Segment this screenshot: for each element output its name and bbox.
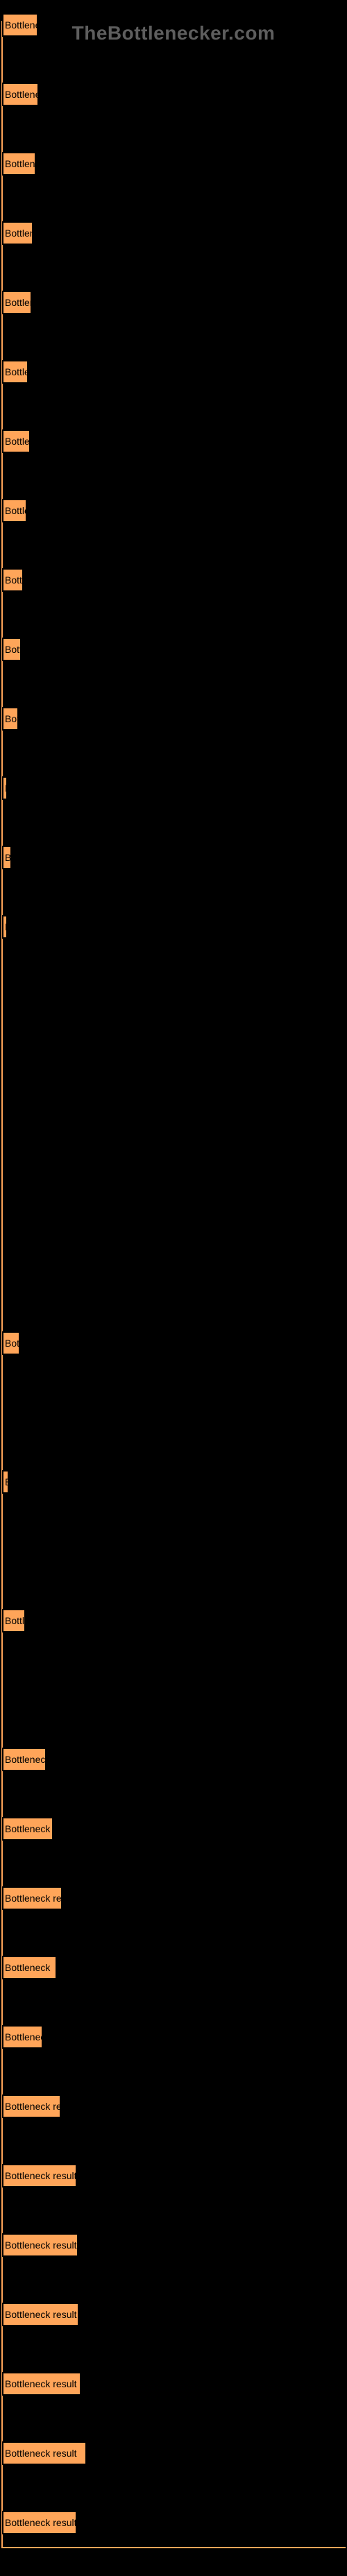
x-axis bbox=[1, 2547, 346, 2548]
bar: Bottleneck bbox=[2, 846, 12, 869]
bar: Bottleneck bbox=[2, 499, 27, 522]
bar-label: Bottleneck bbox=[3, 852, 12, 863]
bar-label: Bottleneck bbox=[3, 783, 8, 794]
bar-label: Bottleneck result bbox=[3, 2517, 77, 2528]
bar: Bottleneck bbox=[2, 1748, 46, 1771]
bar: Bottleneck bbox=[2, 1331, 20, 1355]
bar-label: Bottleneck result bbox=[3, 2448, 77, 2459]
bar-label: Bottleneck bbox=[3, 228, 33, 239]
bar: Bottleneck result bbox=[2, 2095, 61, 2118]
bar: Bottleneck bbox=[2, 83, 39, 106]
bar-label: Bottleneck bbox=[3, 921, 8, 932]
bar: Bottleneck bbox=[2, 707, 19, 731]
bar: Bottleneck bbox=[2, 1956, 57, 1979]
bar-label: Bottleneck bbox=[3, 297, 32, 308]
bar: Bottleneck bbox=[2, 915, 8, 939]
bar-label: Bottleneck bbox=[3, 2031, 43, 2042]
bar: Bottleneck bbox=[2, 776, 8, 800]
bar-label: Bottleneck result bbox=[3, 2309, 77, 2320]
bar: Bottleneck bbox=[2, 291, 32, 314]
bar-label: Bottleneck bbox=[3, 1962, 50, 1973]
bar-label: Bottleneck bbox=[3, 1476, 9, 1487]
bar-label: Bottleneck bbox=[3, 1823, 50, 1834]
bar: Bottleneck bbox=[2, 221, 33, 245]
bar: Bottleneck result bbox=[2, 1886, 62, 1910]
bar-label: Bottleneck result bbox=[3, 2101, 61, 2112]
bar: Bottleneck bbox=[2, 1817, 53, 1841]
bar-label: Bottleneck bbox=[3, 19, 38, 31]
bar: Bottleneck bbox=[2, 152, 36, 176]
bar: Bottleneck bbox=[2, 1470, 9, 1494]
bar-label: Bottleneck bbox=[3, 713, 19, 724]
bar-label: Bottleneck bbox=[3, 1615, 26, 1626]
bar: Bottleneck result bbox=[2, 2303, 79, 2326]
bar-label: Bottleneck bbox=[3, 505, 27, 516]
bar-label: Bottleneck bbox=[3, 574, 24, 586]
bar-label: Bottleneck bbox=[3, 158, 36, 169]
bar: Bottleneck result bbox=[2, 2233, 78, 2257]
bar-label: Bottleneck bbox=[3, 366, 28, 377]
bar: Bottleneck result bbox=[2, 2372, 81, 2396]
bar: Bottleneck bbox=[2, 2025, 43, 2049]
page-root: TheBottlenecker.com BottleneckBottleneck… bbox=[0, 21, 347, 2576]
bar: Bottleneck result bbox=[2, 2511, 77, 2534]
bar-label: Bottleneck bbox=[3, 1338, 20, 1349]
bar-label: Bottleneck result bbox=[3, 2170, 77, 2181]
bar-chart: Bottleneck Bottleneck Bottleneck Bottleneck… bbox=[1, 21, 346, 2548]
bar: Bottleneck bbox=[2, 13, 38, 37]
bar: Bottleneck bbox=[2, 360, 28, 384]
bar-label: Bottleneck result bbox=[3, 2378, 77, 2389]
bar-label: Bottleneck bbox=[3, 436, 31, 447]
bar-label: Bottleneck bbox=[3, 1754, 46, 1765]
bar: Bottleneck bbox=[2, 638, 22, 661]
bar: Bottleneck result bbox=[2, 2441, 87, 2465]
bar: Bottleneck result bbox=[2, 2164, 77, 2187]
bar-label: Bottleneck bbox=[3, 89, 39, 100]
bar: Bottleneck bbox=[2, 568, 24, 592]
bar: Bottleneck bbox=[2, 429, 31, 453]
bar-label: Bottleneck result bbox=[3, 2240, 77, 2251]
bar: Bottleneck bbox=[2, 1609, 26, 1632]
bar-label: Bottleneck result bbox=[3, 1893, 62, 1904]
bar-label: Bottleneck bbox=[3, 644, 22, 655]
